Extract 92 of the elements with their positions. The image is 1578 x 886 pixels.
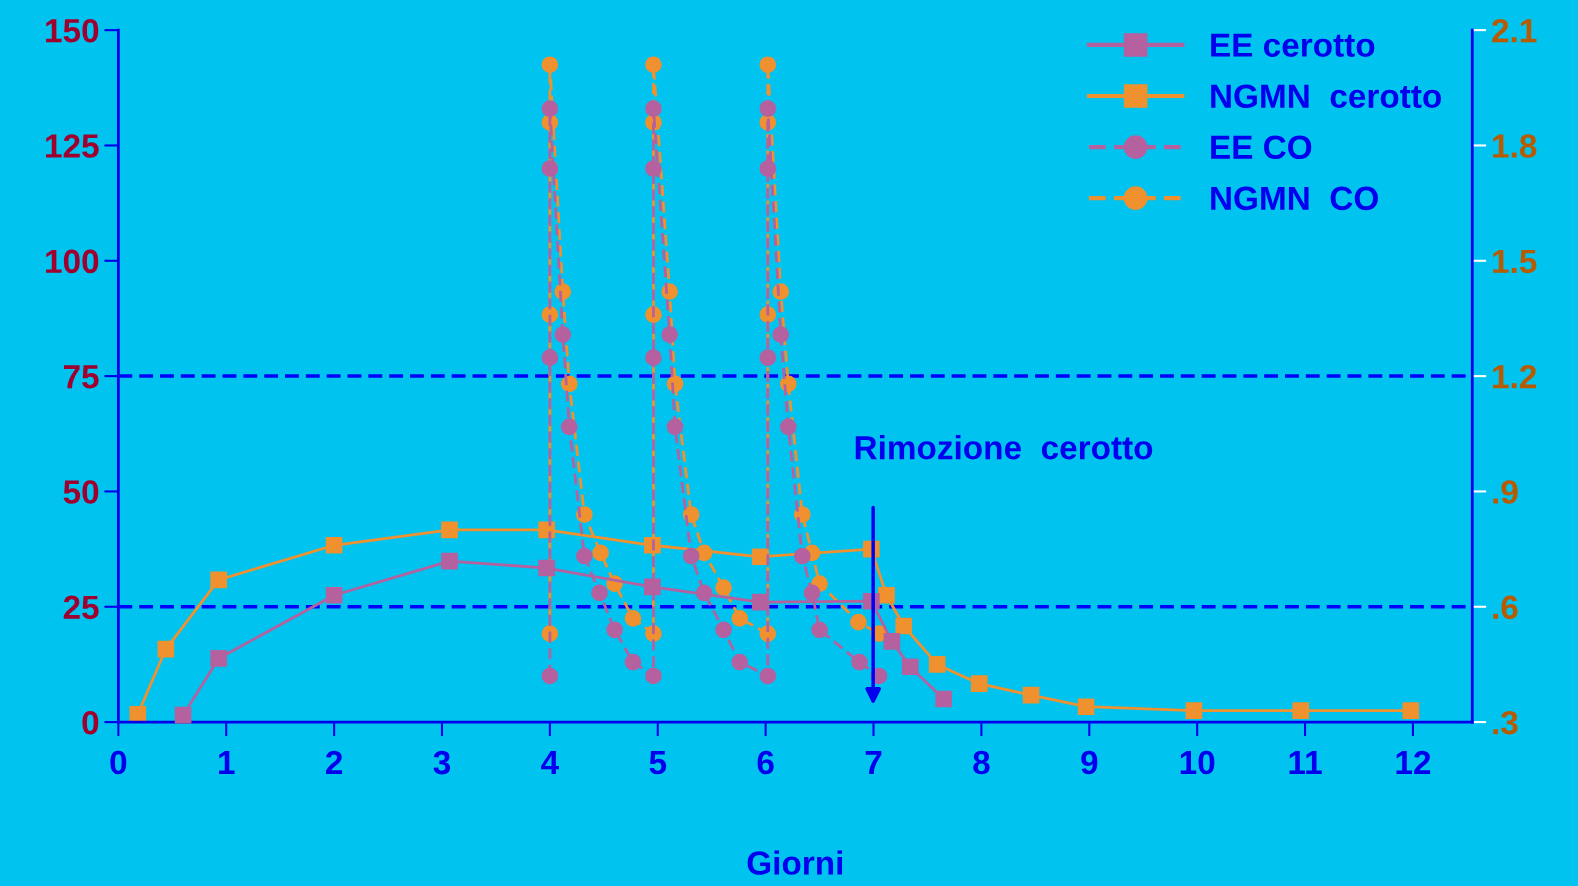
y-tick-label: 150 [46,18,99,43]
point [759,100,777,117]
y2-tick-label: 1.2 [1493,364,1537,389]
y2-tick-label: .9 [1493,480,1518,504]
point [325,536,343,554]
point [592,544,609,562]
y-tick-label: 50 [63,480,99,504]
point [554,326,572,343]
point [541,100,559,117]
x-tick-label: 5 [649,751,667,775]
point [759,349,777,366]
point [970,675,988,692]
x-tick-label: 11 [1289,751,1322,775]
point [731,609,749,627]
point [731,653,749,671]
point [441,552,458,570]
y2-tick-label: 1.5 [1493,249,1537,274]
point [210,650,228,667]
point [1402,702,1420,719]
annotation: Rimozione cerotto [855,434,1153,460]
point [541,667,559,685]
y2-tick-label: .6 [1493,595,1518,620]
point [1022,686,1040,704]
point [895,617,913,635]
point [901,658,919,676]
point [541,160,559,177]
point [793,547,811,565]
y-tick-label: 75 [63,365,99,389]
x-tick-label: 4 [541,751,559,775]
point [759,667,777,685]
y-tick-label: 25 [63,595,99,620]
x-tick-label: 12 [1396,750,1431,775]
point [695,584,713,602]
y2-tick-label: 2.1 [1492,18,1537,43]
x-axis-title: Giorni [747,850,843,875]
point [129,706,147,723]
y-tick-label: 100 [46,249,99,274]
x-tick-label: 0 [110,750,127,775]
y-tick-label: 125 [46,134,99,158]
point [811,621,828,639]
point [541,349,559,366]
point [759,56,777,74]
point [883,633,901,650]
point [1185,702,1203,719]
point [851,653,868,671]
point [325,586,343,604]
point [715,579,732,596]
legend-label: EE CO [1211,135,1312,160]
point [645,667,662,685]
x-tick-label: 9 [1081,750,1098,775]
y-tick-label: 0 [82,710,99,735]
point [157,640,175,658]
point [666,418,684,436]
point [661,326,678,343]
point [174,706,192,724]
point [759,160,777,177]
point [715,621,732,639]
point [878,586,895,604]
point [210,571,228,589]
point [624,653,642,671]
point [645,160,662,177]
point [803,584,821,602]
y2-tick-label: .3 [1493,710,1518,735]
point [624,609,642,627]
point [682,547,700,565]
point [606,621,623,639]
x-tick-label: 10 [1180,750,1215,775]
point [441,521,458,539]
x-tick-label: 1 [219,751,235,775]
point [576,547,593,565]
point [779,418,797,436]
point [645,56,662,74]
x-tick-label: 7 [865,751,882,775]
point [935,690,952,708]
point [1077,698,1095,716]
point [645,100,662,117]
legend-label: NGMN CO [1211,186,1378,211]
point [560,418,578,436]
legend-label: NGMN cerotto [1211,84,1441,108]
point [591,584,608,602]
point [541,56,559,74]
point [772,326,790,343]
point [645,349,662,366]
x-tick-label: 2 [326,750,343,775]
y2-tick-label: 1.8 [1493,134,1537,158]
x-tick-label: 6 [757,750,774,775]
point [1292,702,1310,719]
point [850,613,867,631]
legend-label: EE cerotto [1211,33,1375,57]
x-tick-label: 3 [433,750,451,775]
point [928,656,946,673]
x-tick-label: 8 [973,750,990,775]
